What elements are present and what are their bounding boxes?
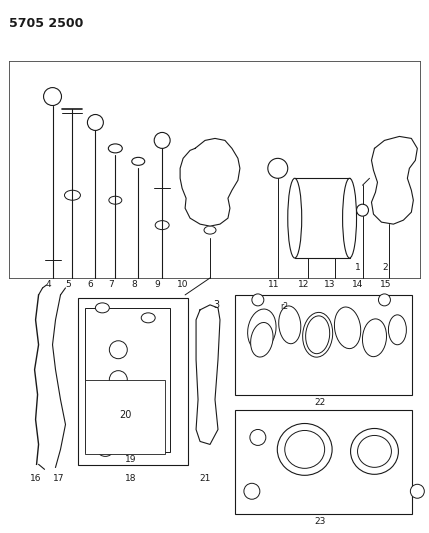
Text: 8: 8 xyxy=(131,280,137,289)
Circle shape xyxy=(154,132,170,148)
Bar xyxy=(79,298,188,465)
Text: 4: 4 xyxy=(46,280,51,289)
Circle shape xyxy=(268,158,288,178)
Text: 7: 7 xyxy=(109,280,114,289)
Text: 5: 5 xyxy=(66,280,71,289)
Ellipse shape xyxy=(155,221,169,230)
Ellipse shape xyxy=(141,437,155,447)
Ellipse shape xyxy=(288,178,302,258)
Ellipse shape xyxy=(248,309,276,351)
Circle shape xyxy=(110,400,126,416)
Bar xyxy=(295,178,350,258)
Text: 20: 20 xyxy=(119,409,131,419)
Circle shape xyxy=(109,341,127,359)
Ellipse shape xyxy=(95,303,109,313)
Circle shape xyxy=(356,204,369,216)
Circle shape xyxy=(194,189,206,201)
Circle shape xyxy=(88,115,103,131)
Ellipse shape xyxy=(350,429,399,474)
Circle shape xyxy=(244,483,260,499)
Text: 21: 21 xyxy=(199,474,211,483)
Ellipse shape xyxy=(279,306,301,344)
Ellipse shape xyxy=(285,431,325,469)
Ellipse shape xyxy=(98,447,112,456)
Text: 22: 22 xyxy=(314,398,325,407)
Text: 2: 2 xyxy=(383,263,388,272)
Text: 12: 12 xyxy=(298,280,309,289)
Circle shape xyxy=(384,195,394,205)
Ellipse shape xyxy=(388,315,406,345)
Circle shape xyxy=(250,430,266,446)
Circle shape xyxy=(252,294,264,306)
Text: r2: r2 xyxy=(280,302,288,311)
Ellipse shape xyxy=(363,319,387,357)
Ellipse shape xyxy=(335,307,361,349)
Ellipse shape xyxy=(109,196,122,204)
Ellipse shape xyxy=(64,190,80,200)
Ellipse shape xyxy=(251,322,273,357)
Polygon shape xyxy=(196,305,220,445)
Bar xyxy=(235,295,412,394)
Circle shape xyxy=(211,168,225,182)
Text: 15: 15 xyxy=(380,280,391,289)
Text: 19: 19 xyxy=(124,455,136,464)
Ellipse shape xyxy=(109,144,122,153)
Ellipse shape xyxy=(204,226,216,234)
Text: 14: 14 xyxy=(352,280,363,289)
Text: 17: 17 xyxy=(53,474,64,483)
Ellipse shape xyxy=(132,157,145,165)
Text: 23: 23 xyxy=(314,517,325,526)
Text: 10: 10 xyxy=(177,280,189,289)
Text: 9: 9 xyxy=(154,280,160,289)
Text: 16: 16 xyxy=(30,474,41,483)
Bar xyxy=(235,409,412,514)
Text: 1: 1 xyxy=(355,263,360,272)
Ellipse shape xyxy=(302,312,332,357)
Text: 6: 6 xyxy=(88,280,93,289)
Circle shape xyxy=(387,172,399,184)
Ellipse shape xyxy=(343,178,356,258)
Circle shape xyxy=(411,484,424,498)
Circle shape xyxy=(197,150,213,166)
Circle shape xyxy=(44,87,61,106)
Text: 13: 13 xyxy=(324,280,335,289)
Text: 18: 18 xyxy=(124,474,136,483)
Text: 5705 2500: 5705 2500 xyxy=(9,17,83,30)
Text: 11: 11 xyxy=(268,280,280,289)
Text: 3: 3 xyxy=(213,300,219,310)
Polygon shape xyxy=(180,139,240,226)
Circle shape xyxy=(378,294,390,306)
Polygon shape xyxy=(372,136,417,224)
Circle shape xyxy=(381,166,405,190)
Bar xyxy=(85,308,170,453)
Ellipse shape xyxy=(357,435,391,467)
Bar xyxy=(85,379,165,455)
Ellipse shape xyxy=(305,316,330,354)
Circle shape xyxy=(109,370,127,389)
Ellipse shape xyxy=(141,313,155,323)
Ellipse shape xyxy=(277,424,332,475)
